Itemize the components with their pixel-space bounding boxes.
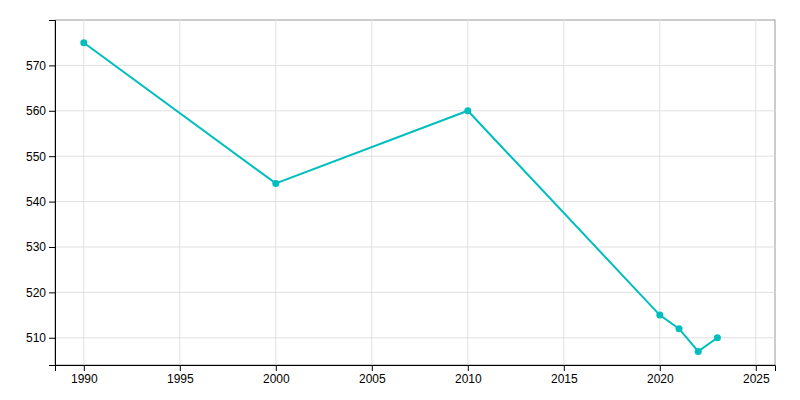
y-tick-label: 550 (26, 150, 46, 164)
plot: 1990 1995 2000 2005 2010 2015 2020 2025 510 520 53… (26, 20, 776, 386)
x-tick: 1990 (71, 365, 98, 386)
x-grid-line (83, 20, 84, 365)
y-grid-line (55, 292, 775, 293)
x-tick: 2015 (551, 365, 578, 386)
y-grid-line (55, 110, 775, 111)
x-grid-line (371, 20, 372, 365)
x-grid-line (179, 20, 180, 365)
y-tick: 510 (26, 331, 55, 345)
y-tick-mark (49, 156, 55, 157)
y-tick-label: 570 (26, 59, 46, 73)
x-tick: 2005 (359, 365, 386, 386)
x-tick-mark (468, 365, 469, 371)
x-tick-mark (372, 365, 373, 371)
point (714, 334, 721, 341)
x-tick-label: 1995 (167, 372, 194, 386)
x-tick-mark (756, 365, 757, 371)
y-grid-line (55, 156, 775, 157)
y-tick: 560 (26, 104, 55, 118)
y-grid-line (55, 337, 775, 338)
y-tick-mark (49, 247, 55, 248)
x-tick: 2010 (455, 365, 482, 386)
y-tick: 550 (26, 150, 55, 164)
x-tick-label: 2005 (359, 372, 386, 386)
point (676, 325, 683, 332)
x-tick-mark (660, 365, 661, 371)
x-tick: 1995 (167, 365, 194, 386)
chart: 1990 1995 2000 2005 2010 2015 2020 2025 510 520 53… (0, 0, 800, 400)
point (695, 348, 702, 355)
x-tick: 2025 (743, 365, 770, 386)
x-grid-line (563, 20, 564, 365)
y-grid-line (55, 65, 775, 66)
x-tick-mark (84, 365, 85, 371)
x-tick: 2020 (647, 365, 674, 386)
y-tick: 570 (26, 59, 55, 73)
y-grid-line (55, 201, 775, 202)
y-tick-label: 530 (26, 240, 46, 254)
y-tick-mark (49, 111, 55, 112)
x-tick-label: 2000 (263, 372, 290, 386)
y-tick-mark (49, 65, 55, 66)
y-tick: 520 (26, 286, 55, 300)
plot-frame (55, 20, 775, 365)
x-tick-label: 1990 (71, 372, 98, 386)
line (84, 43, 718, 352)
x-tick-label: 2010 (455, 372, 482, 386)
x-tick-mark (276, 365, 277, 371)
x-tick-label: 2025 (743, 372, 770, 386)
x-tick-mark (180, 365, 181, 371)
point (80, 39, 87, 46)
y-axis: 510 520 530 540 550 560 570 (26, 21, 56, 366)
y-axis-line (49, 21, 56, 366)
point (656, 312, 663, 319)
x-tick: 2000 (263, 365, 290, 386)
x-grid-line (275, 20, 276, 365)
grid (55, 20, 775, 365)
x-tick-label: 2015 (551, 372, 578, 386)
x-tick-label: 2020 (647, 372, 674, 386)
y-tick: 540 (26, 195, 55, 209)
x-axis: 1990 1995 2000 2005 2010 2015 2020 2025 (56, 365, 776, 386)
point (464, 107, 471, 114)
y-tick-label: 540 (26, 195, 46, 209)
y-tick-mark (49, 202, 55, 203)
x-tick-mark (564, 365, 565, 371)
y-grid-line (55, 246, 775, 247)
x-grid-line (755, 20, 756, 365)
y-tick-label: 560 (26, 104, 46, 118)
x-axis-line (56, 366, 776, 372)
y-tick-mark (49, 292, 55, 293)
y-tick: 530 (26, 240, 55, 254)
y-tick-mark (49, 338, 55, 339)
point (272, 180, 279, 187)
x-grid-line (467, 20, 468, 365)
series (80, 39, 721, 355)
y-tick-label: 510 (26, 331, 46, 345)
y-tick-label: 520 (26, 286, 46, 300)
